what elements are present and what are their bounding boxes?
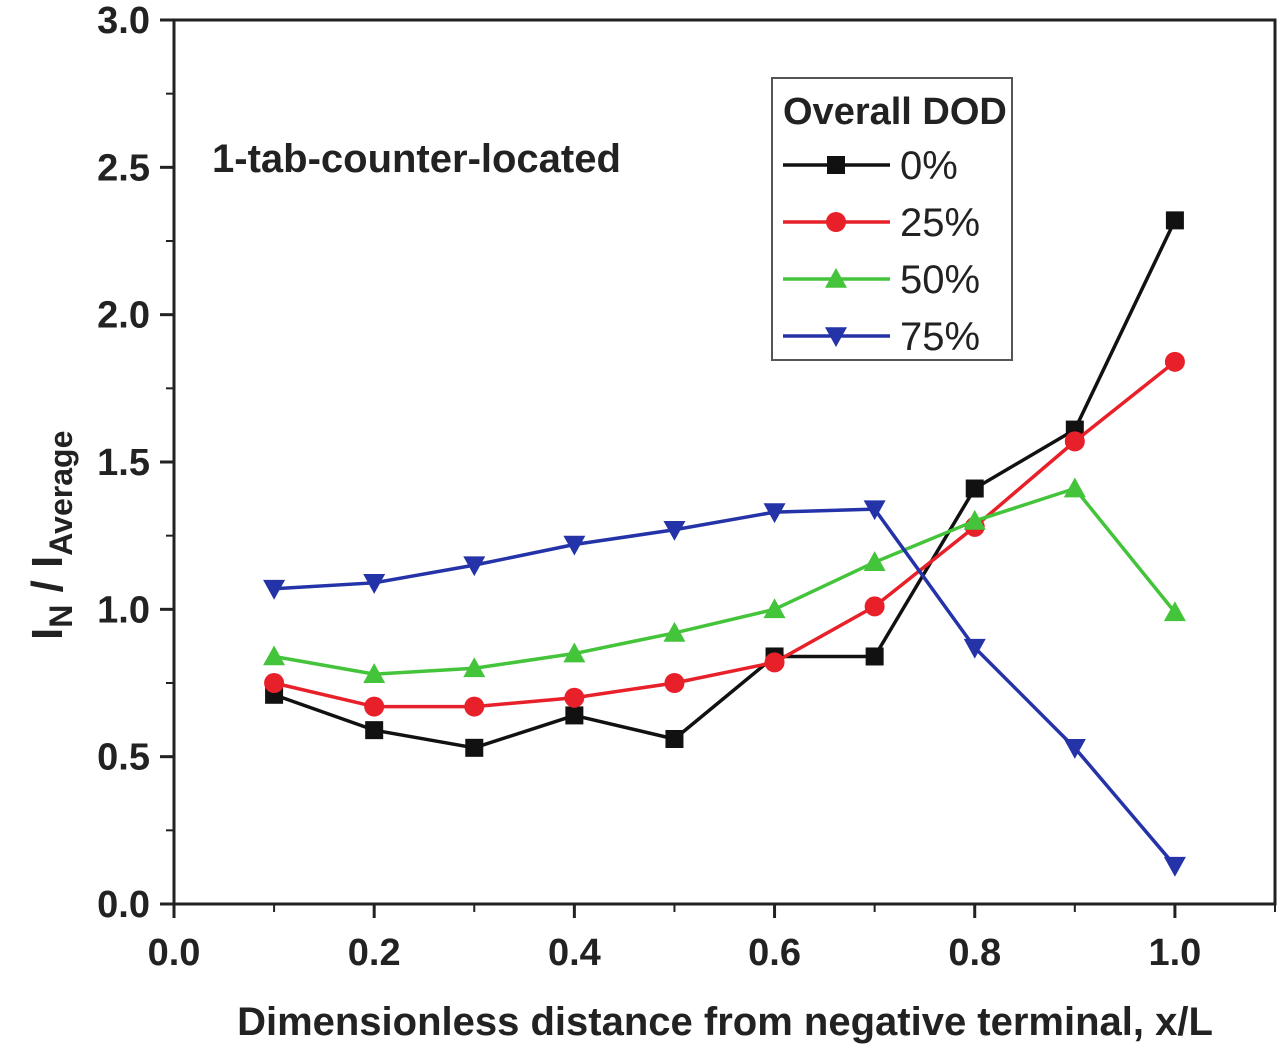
data-point (564, 687, 585, 708)
legend: Overall DOD 0% 25% 50% 75% (771, 77, 1013, 361)
x-tick-label: 0.6 (748, 932, 801, 974)
data-point (763, 503, 786, 524)
data-point (763, 598, 786, 619)
legend-item: 25% (783, 201, 980, 245)
x-tick-label: 0.2 (348, 932, 401, 974)
legend-items: 0% 25% 50% 75% (783, 144, 980, 359)
data-point (363, 574, 386, 594)
y-axis-title-sub2: Average (43, 431, 79, 556)
legend-label: 0% (900, 144, 958, 188)
y-axis-title-i1: I (23, 628, 72, 640)
data-point (665, 729, 684, 748)
data-point (264, 673, 285, 693)
data-point (1063, 477, 1086, 498)
legend-item: 75% (783, 315, 980, 359)
series-25pct (264, 351, 1185, 717)
data-point (563, 642, 586, 663)
data-point (965, 479, 984, 498)
data-point (963, 638, 986, 659)
legend-marker (825, 268, 847, 288)
data-point (664, 673, 685, 693)
x-axis-title: Dimensionless distance from negative ter… (237, 1000, 1213, 1044)
data-point (263, 645, 286, 666)
data-point (463, 556, 486, 577)
series-0pct (265, 211, 1184, 757)
x-tick-label: 0.4 (548, 932, 601, 974)
data-point (465, 738, 484, 757)
series-line (273, 360, 1176, 709)
y-tick-label: 1.5 (97, 442, 150, 484)
data-point (1064, 431, 1085, 452)
data-point (565, 706, 584, 725)
data-point (1163, 856, 1186, 877)
data-point (963, 509, 986, 530)
legend-marker (826, 212, 846, 232)
data-point (1163, 601, 1186, 622)
y-axis-title-sub1: N (43, 605, 79, 628)
legend-marker (825, 327, 847, 347)
data-point (663, 520, 686, 541)
legend-box (771, 77, 1013, 361)
legend-label: 50% (900, 258, 980, 302)
axis-ticks: 0.0 0.2 0.4 0.6 0.8 1.0 0.0 0.5 1.0 1.5 2.0 2.5 3.0 (97, 0, 1276, 974)
series-layer (263, 211, 1186, 877)
y-tick-label: 3.0 (97, 0, 150, 42)
chart-annotation: 1-tab-counter-located (212, 137, 621, 181)
legend-label: 25% (900, 201, 980, 245)
data-point (263, 579, 286, 600)
x-tick-label: 0.0 (148, 932, 201, 974)
legend-label: 75% (900, 315, 980, 359)
data-point (364, 696, 385, 717)
data-point (764, 652, 785, 673)
data-point (1063, 739, 1086, 759)
x-tick-label: 0.8 (948, 932, 1001, 974)
y-axis-title-sep: / (23, 568, 72, 605)
series-line (273, 219, 1177, 750)
data-point (1165, 211, 1184, 230)
y-tick-label: 0.5 (97, 737, 150, 779)
data-point (863, 551, 886, 571)
data-point (563, 535, 586, 556)
y-axis-title-i2: I (23, 556, 72, 568)
legend-item: 0% (783, 144, 958, 188)
y-tick-label: 0.0 (97, 884, 150, 926)
y-tick-label: 2.5 (97, 147, 150, 189)
x-tick-label: 1.0 (1148, 932, 1201, 974)
legend-marker (827, 156, 845, 174)
series-line (273, 507, 1177, 867)
series-75pct (263, 500, 1186, 877)
y-axis-title: IN / IAverage (23, 431, 79, 640)
data-point (865, 647, 884, 666)
series-50pct (263, 477, 1186, 683)
series-line (273, 486, 1177, 676)
legend-title: Overall DOD (783, 91, 1007, 133)
data-point (863, 500, 886, 521)
y-tick-label: 2.0 (97, 295, 150, 337)
data-point (663, 621, 686, 642)
y-tick-label: 1.0 (97, 589, 150, 631)
data-point (363, 663, 386, 683)
data-point (463, 657, 486, 678)
data-point (1164, 351, 1185, 372)
data-point (864, 596, 885, 617)
data-point (365, 721, 384, 740)
data-point (464, 696, 485, 717)
legend-item: 50% (783, 258, 980, 302)
